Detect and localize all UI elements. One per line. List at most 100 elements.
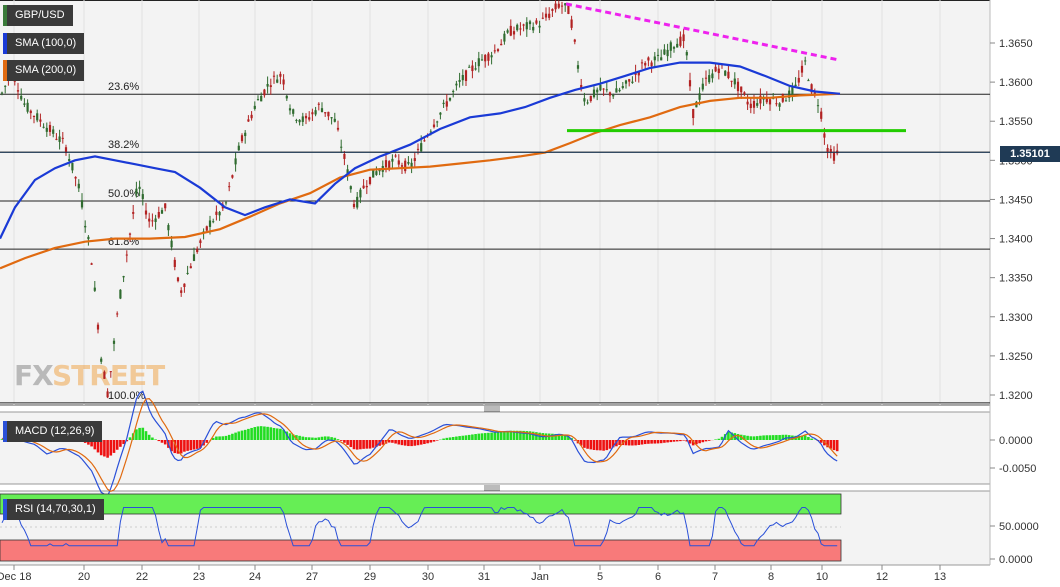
macd-hist-bar [749, 436, 753, 440]
candle-body [740, 86, 743, 93]
candle-body [343, 153, 346, 159]
candle-body [698, 93, 701, 100]
candle-body [397, 160, 400, 165]
candle-body [612, 95, 615, 97]
macd-hist-bar [647, 440, 650, 444]
candle-body [93, 287, 96, 291]
candle-body [176, 277, 180, 282]
candle-body [807, 80, 810, 82]
candle-body [269, 85, 272, 88]
macd-hist-bar [656, 440, 660, 444]
candle-body [263, 89, 266, 96]
candle-body [317, 103, 320, 105]
candle-body [548, 13, 551, 18]
rsi-tick-label: 0.0000 [999, 554, 1033, 566]
macd-hist-bar [359, 440, 362, 450]
candle-body [205, 226, 208, 231]
macd-hist-bar [381, 440, 385, 445]
macd-hist-bar [295, 435, 298, 440]
candle-body [506, 30, 509, 33]
candle-body [464, 70, 468, 82]
candle-body [52, 129, 55, 134]
candle-body [471, 65, 474, 72]
sma-100-swatch [3, 33, 7, 54]
candle-body [39, 119, 42, 122]
macd-hist-bar [608, 440, 612, 449]
candle-body [448, 97, 452, 101]
candle-body [743, 92, 746, 95]
macd-hist-bar [394, 440, 397, 444]
macd-hist-bar [333, 437, 337, 440]
time-tick-label: 24 [249, 571, 261, 583]
candle-body [224, 202, 228, 204]
candle-body [439, 112, 442, 115]
macd-tag[interactable]: MACD (12,26,9) [3, 421, 103, 442]
candle-body [231, 175, 234, 178]
macd-resize-handle[interactable] [484, 406, 500, 412]
candle-body [679, 36, 682, 46]
macd-hist-bar [352, 440, 356, 450]
candle-body [45, 127, 48, 132]
sma-200-tag[interactable]: SMA (200,0) [3, 60, 85, 81]
macd-hist-bar [493, 432, 497, 440]
macd-hist-bar [160, 440, 164, 443]
macd-hist-bar [173, 440, 177, 454]
descending-trendline[interactable] [565, 2, 841, 62]
macd-hist-bar [112, 440, 116, 453]
candle-body [791, 87, 794, 96]
macd-hist-bar [762, 435, 765, 440]
macd-hist-bar [355, 440, 359, 450]
macd-hist-bar [627, 440, 631, 446]
macd-hist-bar [643, 440, 647, 445]
last-price-value: 1.35101 [1010, 148, 1050, 160]
candle-body [544, 13, 548, 18]
candle-body [132, 212, 135, 214]
candle-body [788, 90, 791, 98]
macd-hist-bar [784, 434, 788, 440]
candle-body [228, 186, 231, 188]
macd-hist-bar [775, 435, 778, 440]
rsi-resize-handle[interactable] [484, 485, 500, 491]
macd-hist-bar [525, 431, 529, 440]
candle-body [186, 272, 189, 274]
candle-body [672, 47, 676, 49]
macd-hist-bar [602, 440, 605, 451]
time-axis: Dec 18 20 22 23 24 27 29 30 31 Jan 5 6 7 8 10 12 13 [0, 565, 946, 583]
candle-body [468, 66, 471, 68]
candle-body [442, 102, 445, 105]
sma-100-tag[interactable]: SMA (100,0) [3, 33, 85, 54]
candle-body [320, 108, 324, 113]
macd-hist-bar [691, 440, 695, 446]
candle-body [432, 124, 436, 128]
candle-body [80, 200, 84, 208]
macd-hist-bar [522, 430, 525, 440]
candle-body [215, 211, 218, 215]
candle-body [372, 169, 375, 178]
macd-hist-bar [554, 433, 557, 440]
candle-body [234, 158, 237, 165]
macd-hist-bar [416, 440, 420, 446]
candle-body [154, 218, 157, 222]
macd-hist-bar [797, 435, 801, 440]
candle-body [650, 62, 653, 67]
candle-body [781, 94, 784, 102]
candle-body [237, 145, 240, 151]
macd-hist-bar [151, 437, 154, 440]
candle-body [141, 194, 144, 199]
candle-body [765, 98, 768, 103]
candle-body [276, 79, 279, 83]
fxstreet-watermark: FX STREET [14, 359, 166, 392]
symbol-tag[interactable]: GBP/USD [3, 5, 73, 26]
macd-panel-bg [0, 412, 990, 484]
macd-hist-bar [685, 440, 689, 442]
candle-body [829, 148, 832, 153]
macd-hist-bar [781, 434, 785, 440]
rsi-tag[interactable]: RSI (14,70,30,1) [3, 499, 104, 520]
candle-body [106, 391, 109, 398]
fib-level-label: 50.0% [108, 188, 139, 200]
candle-body [832, 152, 836, 161]
candle-body [804, 60, 807, 62]
price-panel-bg [0, 0, 990, 405]
macd-hist-bar [512, 430, 516, 440]
time-tick-label: 23 [193, 571, 205, 583]
